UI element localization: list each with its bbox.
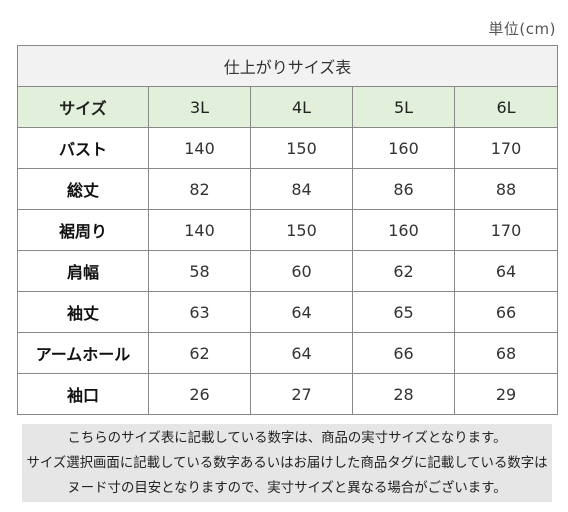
table-row-bust: バスト 140 150 160 170 bbox=[17, 127, 559, 169]
row-label-armhole: アームホール bbox=[17, 332, 149, 374]
cell-armhole-6l: 68 bbox=[453, 332, 559, 374]
cell-hem-5l: 160 bbox=[352, 209, 455, 251]
note-line-3: ヌード寸の目安となりますので、実寸サイズと異なる場合がございます。 bbox=[67, 481, 507, 496]
cell-shoulder-6l: 64 bbox=[453, 250, 559, 292]
cell-shoulder-4l: 60 bbox=[250, 250, 353, 292]
cell-bust-3l: 140 bbox=[148, 127, 251, 169]
cell-sleeve-4l: 64 bbox=[250, 291, 353, 333]
header-size-5l: 5L bbox=[352, 86, 455, 128]
size-note-box: こちらのサイズ表に記載している数字は、商品の実寸サイズとなります。 サイズ選択画… bbox=[22, 424, 552, 502]
table-row-cuff: 袖口 26 27 28 29 bbox=[17, 373, 559, 415]
header-size-3l: 3L bbox=[148, 86, 251, 128]
row-label-hem: 裾周り bbox=[17, 209, 149, 251]
cell-shoulder-3l: 58 bbox=[148, 250, 251, 292]
header-size-6l: 6L bbox=[453, 86, 559, 128]
note-line-1: こちらのサイズ表に記載している数字は、商品の実寸サイズとなります。 bbox=[67, 431, 507, 446]
cell-length-6l: 88 bbox=[453, 168, 559, 210]
cell-cuff-3l: 26 bbox=[148, 373, 251, 415]
row-label-sleeve: 袖丈 bbox=[17, 291, 149, 333]
cell-sleeve-6l: 66 bbox=[453, 291, 559, 333]
table-row-length: 総丈 82 84 86 88 bbox=[17, 168, 559, 210]
table-row-shoulder: 肩幅 58 60 62 64 bbox=[17, 250, 559, 292]
cell-armhole-5l: 66 bbox=[352, 332, 455, 374]
note-line-2: サイズ選択画面に記載している数字あるいはお届けした商品タグに記載している数字は bbox=[26, 456, 548, 471]
table-header-row: サイズ 3L 4L 5L 6L bbox=[17, 86, 559, 128]
table-row-armhole: アームホール 62 64 66 68 bbox=[17, 332, 559, 374]
cell-length-3l: 82 bbox=[148, 168, 251, 210]
cell-bust-6l: 170 bbox=[453, 127, 559, 169]
cell-cuff-6l: 29 bbox=[453, 373, 559, 415]
cell-cuff-5l: 28 bbox=[352, 373, 455, 415]
row-label-cuff: 袖口 bbox=[17, 373, 149, 415]
cell-armhole-3l: 62 bbox=[148, 332, 251, 374]
table-title-row: 仕上がりサイズ表 bbox=[16, 45, 559, 87]
table-row-hem: 裾周り 140 150 160 170 bbox=[17, 209, 559, 251]
header-label-size: サイズ bbox=[17, 86, 149, 128]
cell-shoulder-5l: 62 bbox=[352, 250, 455, 292]
cell-armhole-4l: 64 bbox=[250, 332, 353, 374]
cell-length-5l: 86 bbox=[352, 168, 455, 210]
cell-hem-6l: 170 bbox=[453, 209, 559, 251]
row-label-bust: バスト bbox=[17, 127, 149, 169]
row-label-length: 総丈 bbox=[17, 168, 149, 210]
cell-length-4l: 84 bbox=[250, 168, 353, 210]
table-title: 仕上がりサイズ表 bbox=[16, 45, 559, 87]
size-chart-table: 仕上がりサイズ表 サイズ 3L 4L 5L 6L バスト 140 150 160… bbox=[16, 45, 559, 415]
cell-sleeve-5l: 65 bbox=[352, 291, 455, 333]
cell-bust-4l: 150 bbox=[250, 127, 353, 169]
cell-hem-3l: 140 bbox=[148, 209, 251, 251]
unit-label: 単位(cm) bbox=[488, 20, 556, 38]
cell-hem-4l: 150 bbox=[250, 209, 353, 251]
cell-sleeve-3l: 63 bbox=[148, 291, 251, 333]
row-label-shoulder: 肩幅 bbox=[17, 250, 149, 292]
cell-cuff-4l: 27 bbox=[250, 373, 353, 415]
table-row-sleeve: 袖丈 63 64 65 66 bbox=[17, 291, 559, 333]
cell-bust-5l: 160 bbox=[352, 127, 455, 169]
header-size-4l: 4L bbox=[250, 86, 353, 128]
